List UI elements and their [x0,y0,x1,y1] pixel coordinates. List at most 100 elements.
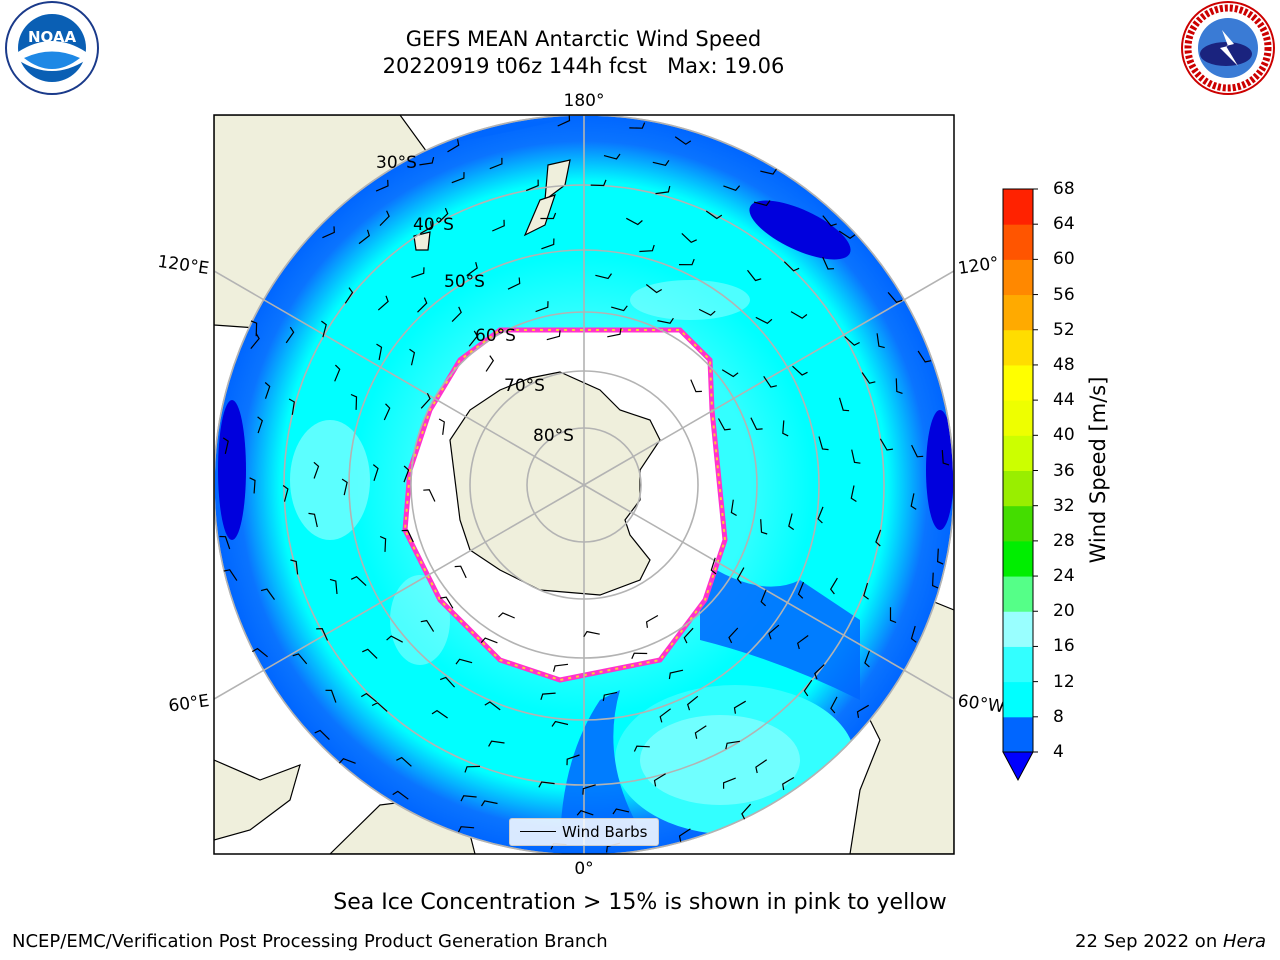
colorbar-segment [1003,224,1033,260]
wind-barb [350,393,358,410]
colorbar-under-extension [1002,751,1034,782]
wind-barb [396,756,412,767]
wind-barb [822,215,837,227]
colorbar-segment [1003,646,1033,683]
lat-label-30s: 30°S [376,153,417,173]
colorbar-segment [1003,611,1033,647]
colorbar-segment [1003,364,1033,401]
wind-barb [723,185,741,192]
wind-barb [639,244,655,253]
wind-barb [420,393,431,409]
wind-barb [282,485,289,502]
colorbar-tick-label: 68 [1053,179,1075,199]
wind-barb [788,513,795,531]
wind-barb [690,379,702,393]
wind-barb [678,828,691,842]
lon-label-left-upper: 120°E [156,252,210,279]
wind-barb [439,676,456,688]
wind-barb [687,695,699,711]
longitude-gridlines [214,115,954,854]
wind-barb [861,372,876,384]
wind-barb [582,784,596,795]
wind-barb [838,230,856,240]
wind-barb [911,444,924,458]
wind-barb [541,238,555,250]
wind-barb [760,589,767,607]
wind-barb [264,382,271,399]
colorbar-tick-label: 48 [1053,354,1075,375]
wind-barb [741,803,752,820]
wind-barb [546,330,561,341]
colorbar-segment [1003,435,1033,471]
colorbar-segment [1003,576,1033,612]
sea-ice-note: Sea Ice Concentration > 15% is shown in … [333,890,947,915]
wind-barb [417,297,428,313]
colorbar-segment [1003,505,1033,542]
wind-barb [451,172,465,184]
wind-barb [372,464,379,481]
wind-barb [705,210,723,220]
footer-host: Hera [1222,931,1266,952]
wind-barb [611,305,628,312]
wind-barb [371,702,388,712]
noaa-logo: NOAA [0,0,104,96]
wind-barb [750,417,763,431]
wind-barb [797,581,805,599]
wind-barb [681,232,697,244]
wind-barb [931,572,939,589]
wind-barb [489,157,503,170]
wind-barb [797,635,809,650]
wind-barb [288,398,295,415]
wind-barb [325,689,337,703]
wind-barb [250,333,260,349]
wind-barb [260,588,275,600]
wind-barb [292,653,308,665]
wind-barb [488,740,505,747]
wind-barb [753,200,771,207]
colorbar-segment [1003,294,1033,331]
wind-barb [850,485,857,503]
wind-barb [362,648,378,659]
wind-barb [423,489,436,502]
wind-barb [492,219,505,232]
lat-label-80s: 80°S [533,426,574,446]
wind-barb [655,185,671,195]
lon-label-right-lower: 60°W [956,691,1005,717]
wind-barb [257,416,264,434]
colorbar-tick-label: 32 [1053,495,1075,516]
wind-barb [612,808,630,815]
wind-barb [350,575,367,587]
wind-barb [659,708,671,723]
wind-barb [721,369,739,378]
wind-barb [760,168,777,175]
wind-barb [652,159,670,166]
wind-barb [626,217,643,226]
wind-barb [313,461,320,479]
wind-barb [377,295,389,311]
wind-barb [838,397,850,412]
wind-barb [733,700,747,714]
wind-barb [403,465,410,483]
wind-barb [864,650,870,668]
wind-barb [457,826,475,833]
wind-barb [736,567,745,584]
wind-barb [694,725,707,739]
lat-label-40s: 40°S [413,215,454,235]
wind-barb [822,256,835,270]
wind-barb [763,375,777,388]
wind-barb [629,122,646,129]
colorbar-tick-label: 40 [1053,425,1075,446]
wind-barb [674,136,692,145]
wind-barb [341,478,348,496]
wind-barb [468,330,479,347]
lon-label-left-lower: 60°E [167,691,210,716]
colorbar-tick-label: 16 [1053,636,1075,657]
wind-barb [576,809,594,816]
wind-barb [583,630,600,638]
footer-org: NCEP/EMC/Verification Post Processing Pr… [12,931,608,952]
colorbar-tick-label: 4 [1053,742,1064,762]
wind-barb [329,578,338,595]
wind-barb [525,179,539,192]
wind-barb [535,301,549,313]
